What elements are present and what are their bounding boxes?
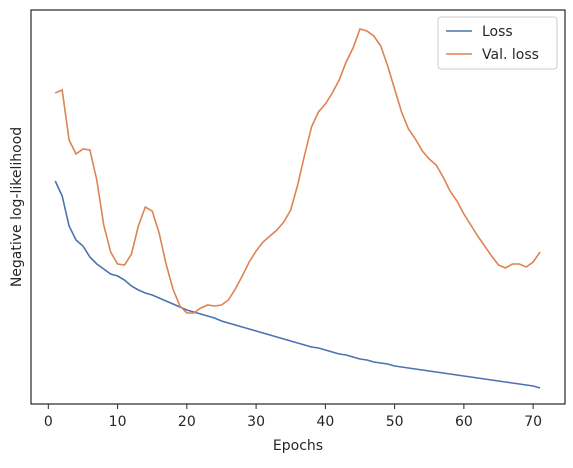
legend-label: Val. loss — [482, 47, 539, 63]
series-line — [54, 180, 541, 389]
series-line — [54, 28, 541, 314]
plot-frame — [30, 9, 566, 405]
x-tick-label: 40 — [316, 414, 334, 430]
x-tick-label: 60 — [455, 414, 473, 430]
y-axis-label: Negative log-likelihood — [9, 127, 25, 287]
legend-box — [437, 16, 558, 70]
x-tick-label: 50 — [386, 414, 404, 430]
x-tick-label: 10 — [109, 414, 127, 430]
legend-label: Loss — [482, 24, 513, 40]
x-tick-label: 0 — [44, 414, 53, 430]
x-tick-label: 30 — [247, 414, 265, 430]
x-tick-label: 20 — [178, 414, 196, 430]
x-tick-label: 70 — [524, 414, 542, 430]
x-axis-label: Epochs — [273, 438, 323, 454]
